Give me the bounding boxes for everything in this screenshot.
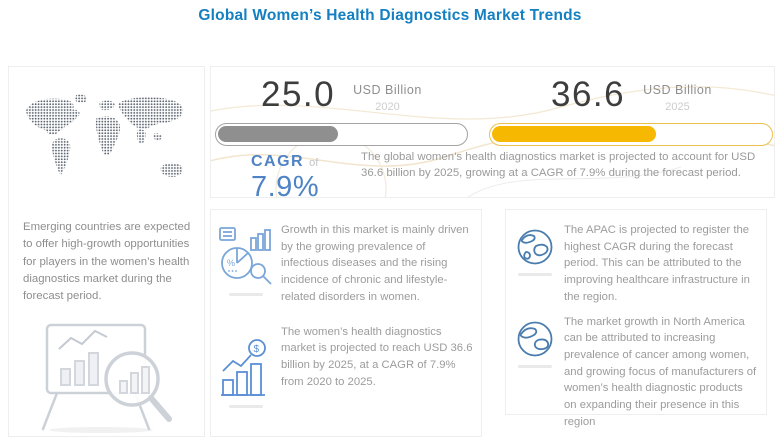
left-panel-text: Emerging countries are expected to offer… [23, 221, 191, 303]
insights-panel-right: The APAC is projected to register the hi… [505, 209, 767, 428]
insight-text: The market growth in North America can b… [564, 315, 757, 428]
insight-growth-drivers: % Growth in this market is mainly driven… [211, 210, 481, 306]
stat-2025-year: 2025 [665, 101, 690, 113]
bar-2025-track [489, 123, 773, 146]
insight-text: The APAC is projected to register the hi… [564, 224, 750, 303]
icon-shadow [229, 404, 263, 408]
insight-north-america: The market growth in North America can b… [506, 306, 766, 431]
market-summary-text: The global women’s health diagnostics ma… [361, 151, 756, 180]
cagr-value: 7.9% [251, 171, 320, 198]
bar-2025-fill [492, 126, 656, 142]
insight-text: The women’s health diagnostics market is… [281, 325, 473, 388]
left-panel: Emerging countries are expected to offer… [8, 66, 205, 437]
icon-shadow [518, 364, 552, 368]
svg-text:%: % [227, 258, 235, 268]
bar-chart-coin-icon: $ [221, 338, 266, 396]
stat-2025-unit: USD Billion [643, 83, 712, 97]
analytics-pie-magnifier-icon: % [219, 227, 272, 285]
insight-text: Growth in this market is mainly driven b… [281, 224, 469, 303]
stat-2025: 36.6 USD Billion 2025 [551, 75, 712, 115]
stat-2025-value: 36.6 [551, 75, 626, 114]
bar-2020-fill [218, 126, 339, 142]
stat-2020-unit: USD Billion [353, 83, 422, 97]
insight-market-projection: $ The women’s health diagnostics market … [211, 306, 481, 408]
stat-2020: 25.0 USD Billion 2020 [261, 75, 422, 115]
cagr-label: CAGR [251, 153, 305, 170]
icon-shadow [518, 273, 552, 276]
stat-2020-value: 25.0 [261, 75, 336, 114]
svg-text:$: $ [254, 344, 260, 355]
bar-2020-track [215, 123, 468, 146]
chart-magnifier-illustration [41, 323, 172, 433]
cagr-block: CAGR of 7.9% [251, 153, 320, 198]
market-size-banner: 25.0 USD Billion 2020 36.6 USD Billion 2… [210, 66, 775, 198]
globe-icon [517, 229, 553, 265]
world-map-image [25, 94, 184, 177]
stat-2020-year: 2020 [375, 101, 400, 113]
globe-icon [517, 321, 553, 356]
insight-apac: The APAC is projected to register the hi… [506, 210, 766, 306]
insights-panel-left: % Growth in this market is mainly driven… [210, 209, 482, 437]
cagr-of: of [309, 157, 319, 169]
icon-shadow [229, 293, 263, 296]
page-title: Global Women’s Health Diagnostics Market… [198, 7, 582, 24]
